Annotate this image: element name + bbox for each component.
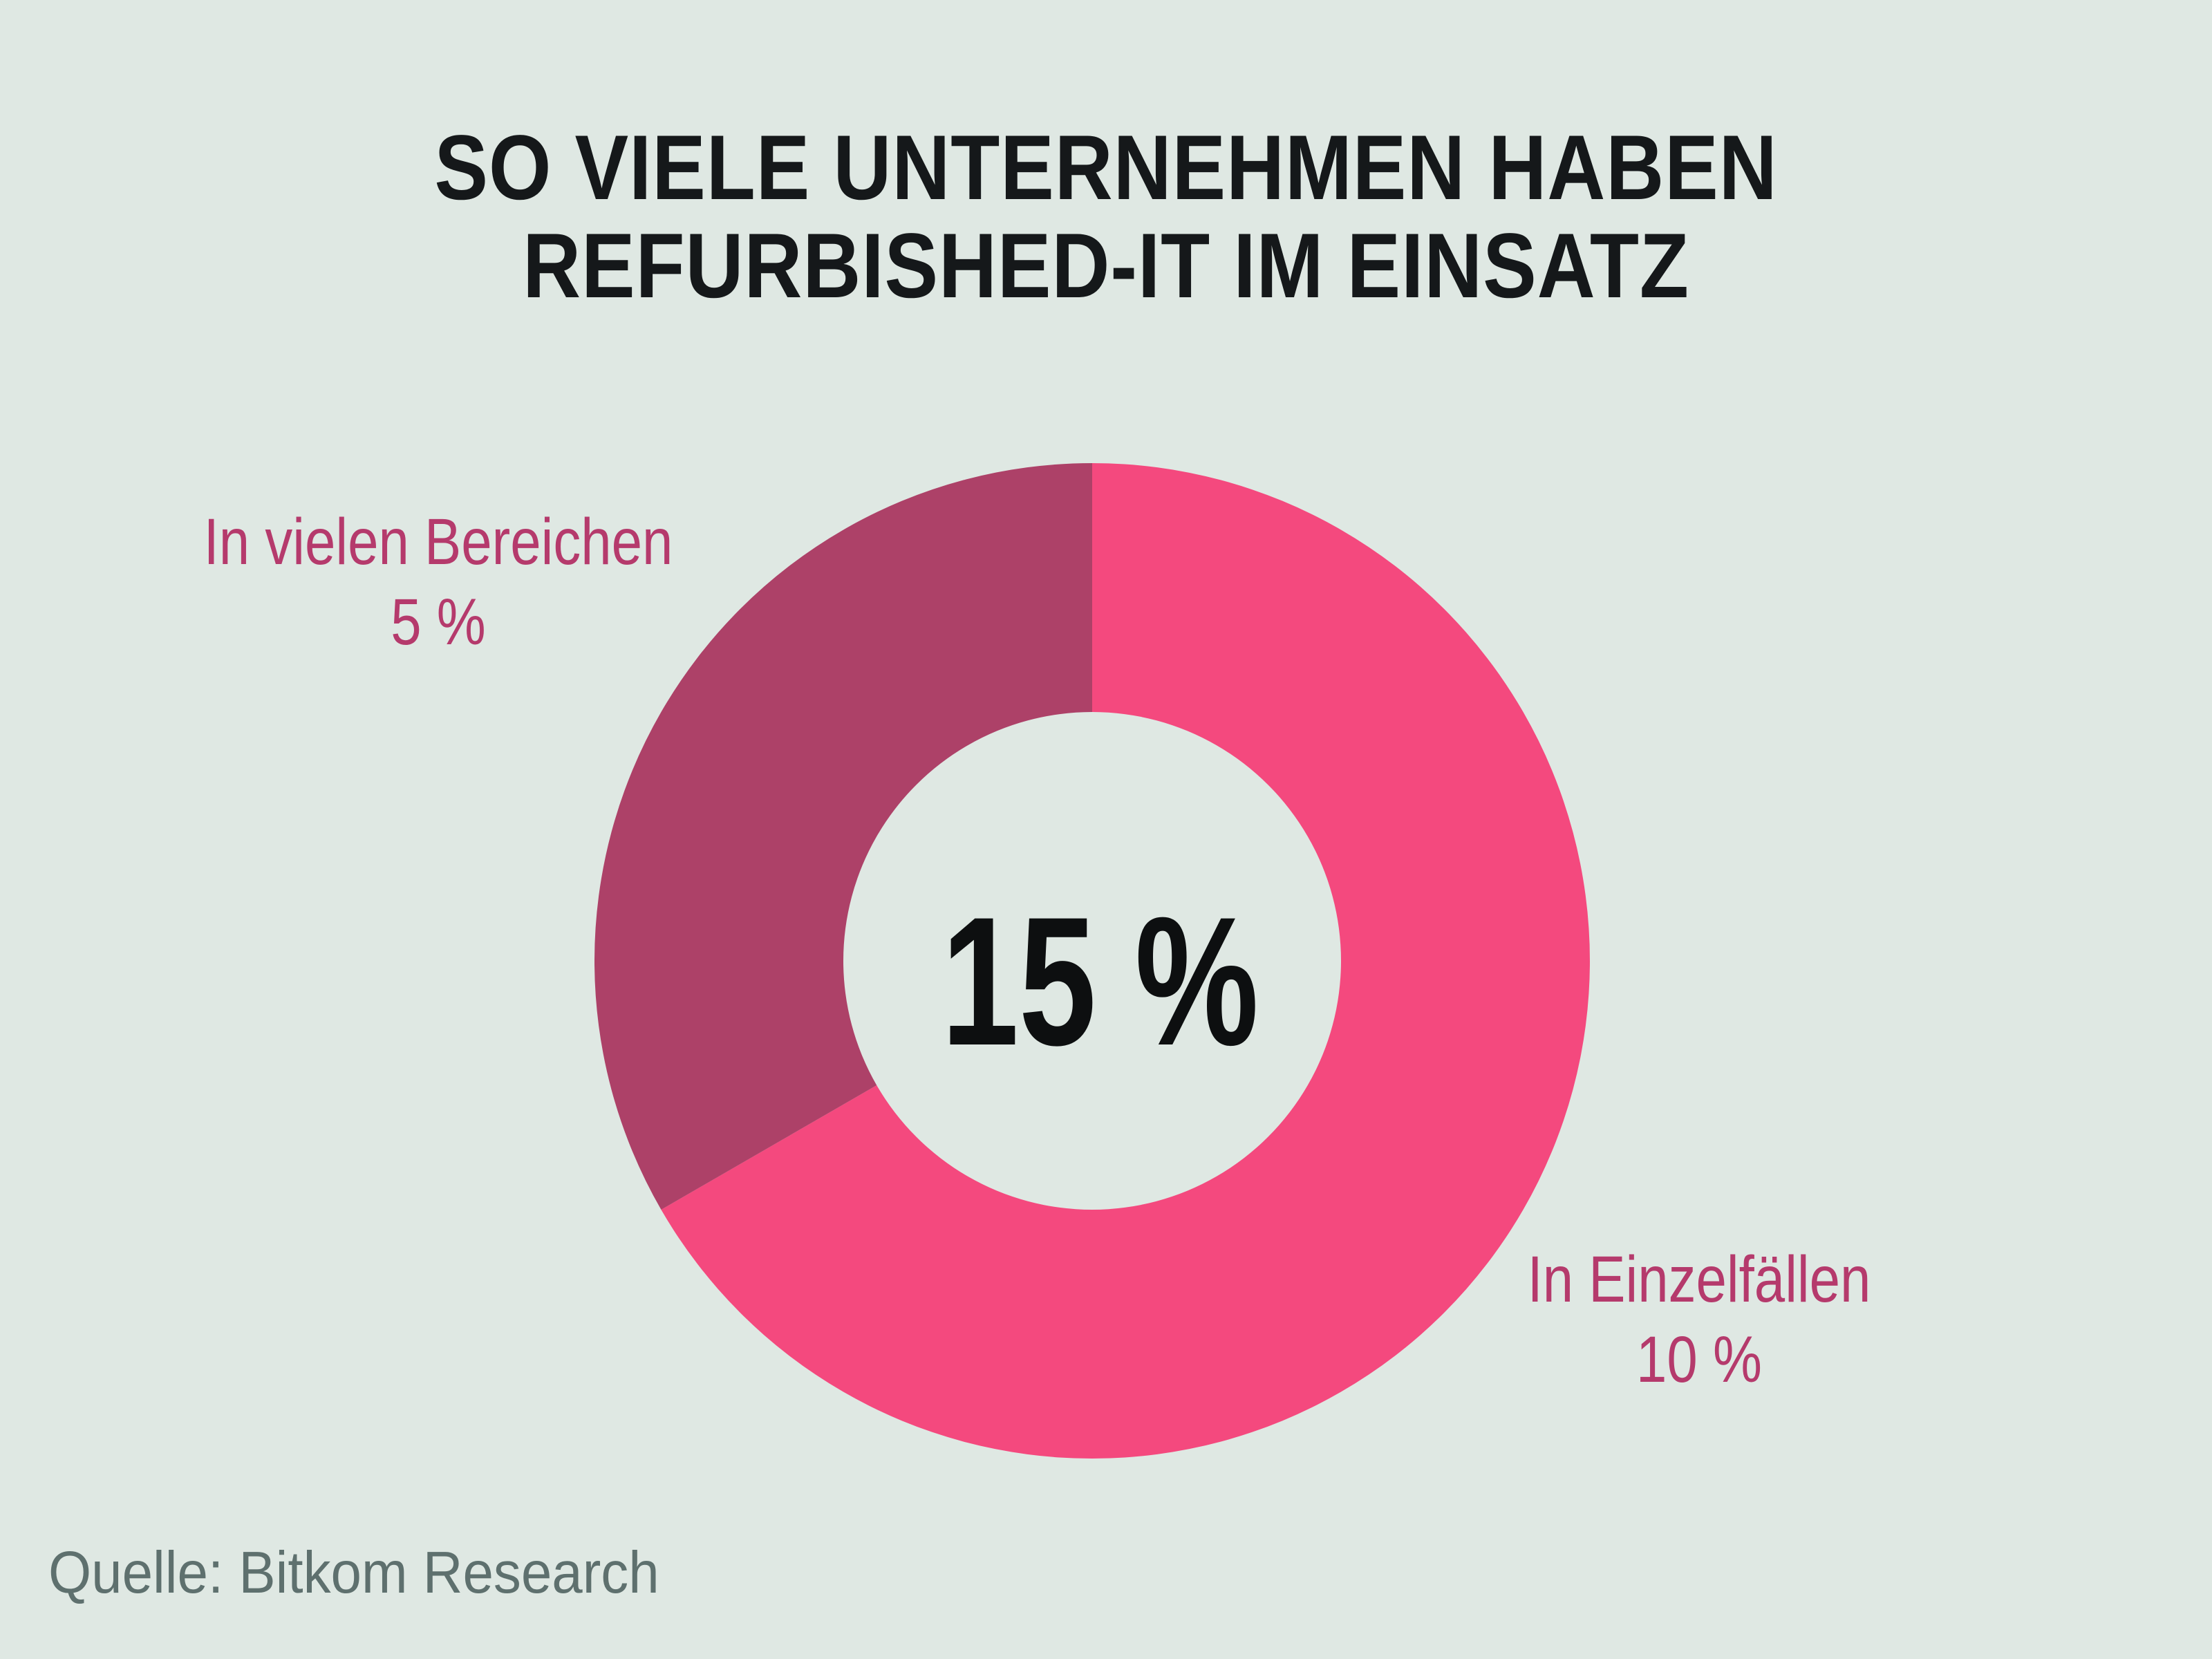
segment-value-text: 10 % [1636, 1323, 1762, 1396]
segment-label-in-vielen-bereichen: In vielen Bereichen 5 % [90, 502, 787, 662]
segment-label-in-einzelfaellen: In Einzelfällen 10 % [1351, 1239, 2047, 1400]
donut-segment-in-vielen-bereichen [594, 463, 1092, 1210]
segment-label-text: In vielen Bereichen [203, 505, 673, 579]
donut-chart [594, 463, 1590, 1459]
donut-center-total: 15 % [941, 879, 1259, 1084]
source-credit: Quelle: Bitkom Research [48, 1540, 659, 1606]
segment-value-text: 5 % [391, 585, 486, 659]
chart-title-line1: SO VIELE UNTERNEHMEN HABEN [434, 117, 1778, 219]
segment-label-text: In Einzelfällen [1527, 1243, 1871, 1316]
chart-title-line2: REFURBISHED-IT IM EINSATZ [523, 215, 1689, 317]
donut-segment-in-einzelfaellen [661, 463, 1590, 1459]
chart-title: SO VIELE UNTERNEHMEN HABEN REFURBISHED-I… [138, 119, 2074, 315]
